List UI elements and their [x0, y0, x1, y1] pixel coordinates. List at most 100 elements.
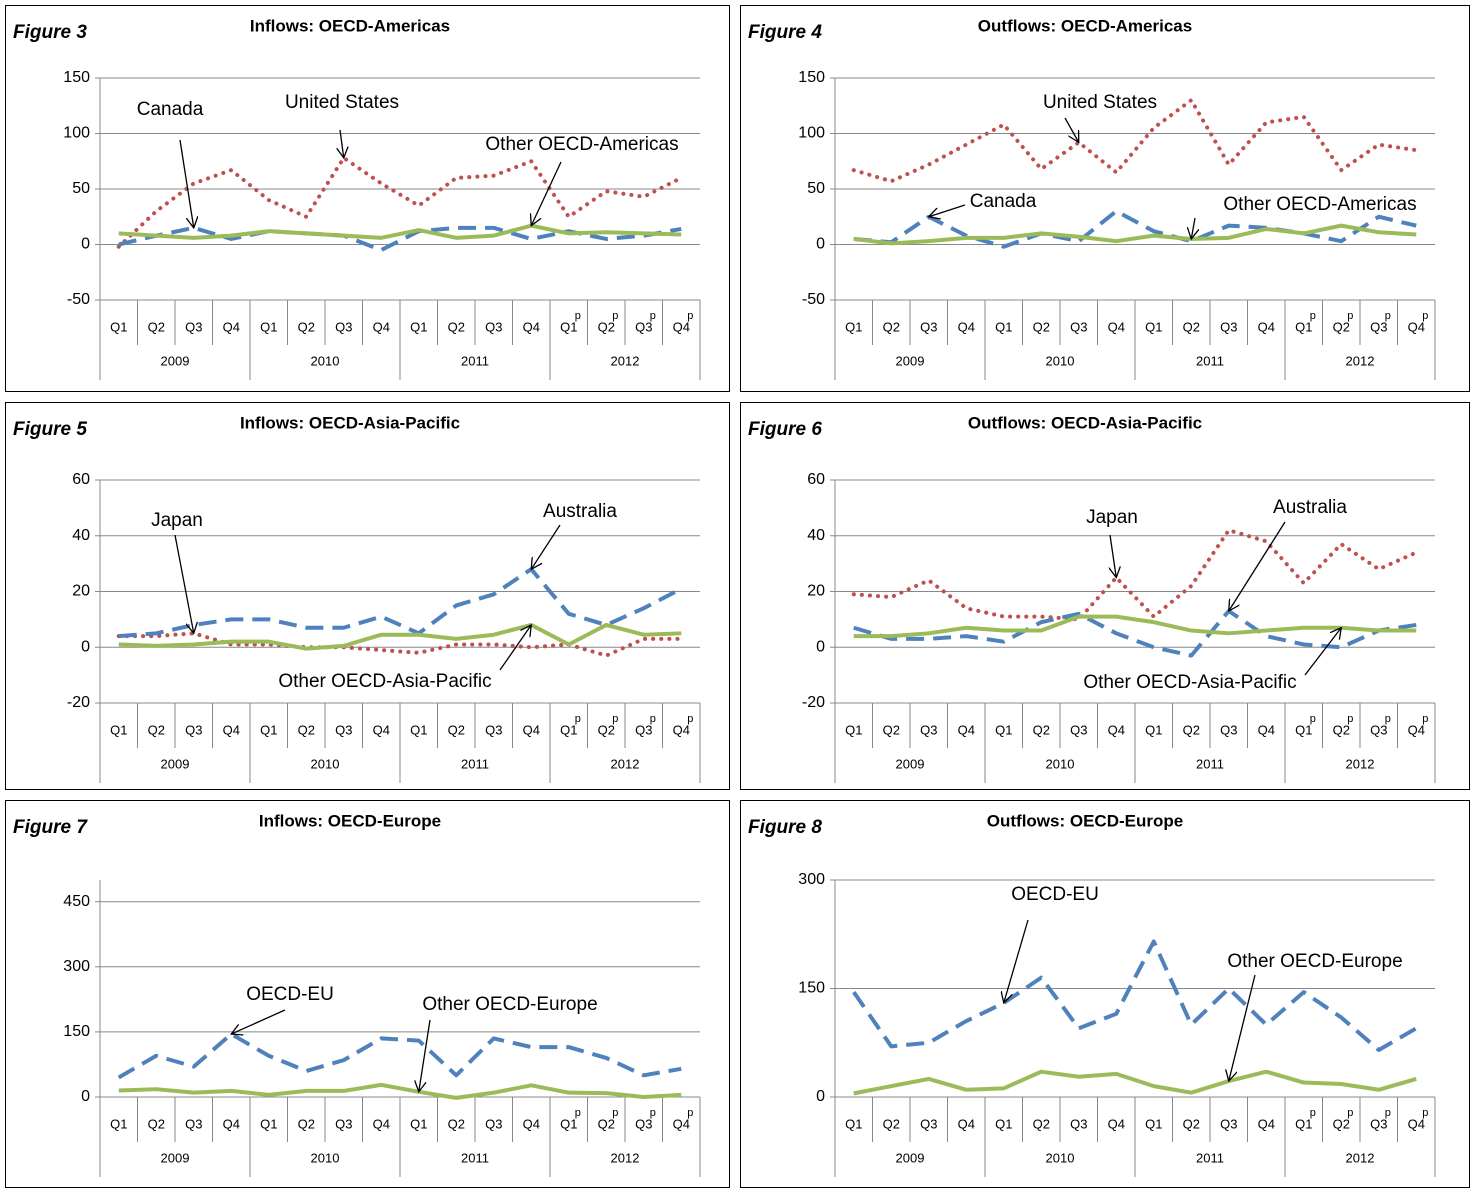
chart-panel: Figure 4 Outflows: OECD-Americas -50 0 50 100… [740, 5, 1470, 392]
x-tick-label: Q2 [598, 319, 615, 334]
series-line [118, 622, 682, 651]
series-line [853, 1069, 1417, 1096]
category-note: p [650, 1107, 656, 1119]
category-note: p [1385, 1107, 1391, 1119]
chart-panel: Figure 8 Outflows: OECD-Europe 0 150 300 Q1 Q2… [740, 800, 1470, 1188]
annotation-arrow [929, 204, 966, 217]
x-tick-label: Q3 [335, 1116, 352, 1131]
y-tick-label: 40 [72, 527, 90, 544]
x-tick-label: Q3 [485, 722, 502, 737]
y-tick-label: 0 [816, 1088, 825, 1105]
series-line [118, 223, 682, 240]
y-tick-label: 300 [63, 958, 90, 975]
x-tick-label: Q4 [958, 1116, 975, 1131]
x-tick-label: Q4 [673, 319, 690, 334]
figure-label: Figure 8 [748, 817, 822, 838]
chart-panel: Figure 7 Inflows: OECD-Europe 0 150 300 450 Q1… [5, 800, 730, 1188]
y-tick-label: 60 [807, 471, 825, 488]
figure-label: Figure 6 [748, 419, 822, 440]
x-tick-label: Q2 [883, 1116, 900, 1131]
y-tick-label: 450 [63, 893, 90, 910]
series-label: Canada [137, 99, 204, 120]
annotation-arrow [1229, 974, 1256, 1081]
x-tick-label: Q1 [1145, 722, 1162, 737]
x-tick-label: Q2 [148, 319, 165, 334]
x-tick-label: Q1 [1145, 1116, 1162, 1131]
year-label: 2012 [611, 353, 640, 368]
x-tick-label: Q4 [1408, 722, 1425, 737]
x-tick-label: Q1 [260, 1116, 277, 1131]
y-tick-label: 0 [81, 638, 90, 655]
y-tick-label: 20 [807, 583, 825, 600]
x-tick-label: Q4 [673, 1116, 690, 1131]
category-note: p [1422, 310, 1428, 322]
x-tick-label: Q1 [410, 722, 427, 737]
x-tick-label: Q1 [995, 1116, 1012, 1131]
series-line [118, 1082, 682, 1100]
x-tick-label: Q4 [223, 319, 240, 334]
category-note: p [1347, 713, 1353, 725]
series-label: OECD-EU [1011, 884, 1099, 905]
annotation-arrow [531, 524, 561, 569]
annotation-arrow [340, 129, 344, 158]
x-tick-label: Q3 [485, 319, 502, 334]
x-tick-label: Q2 [1333, 319, 1350, 334]
x-tick-label: Q3 [185, 722, 202, 737]
x-tick-label: Q4 [958, 319, 975, 334]
x-tick-label: Q4 [1258, 1116, 1275, 1131]
x-tick-label: Q4 [1108, 1116, 1125, 1131]
year-label: 2009 [161, 1150, 190, 1165]
x-tick-label: Q1 [110, 319, 127, 334]
x-tick-label: Q3 [1070, 319, 1087, 334]
x-tick-label: Q2 [1183, 1116, 1200, 1131]
year-label: 2009 [161, 756, 190, 771]
annotation-arrow [1110, 534, 1116, 578]
x-tick-label: Q3 [920, 1116, 937, 1131]
series-line [851, 528, 1419, 622]
x-tick-label: Q4 [1258, 722, 1275, 737]
y-tick-label: -20 [802, 694, 825, 711]
category-note: p [687, 1107, 693, 1119]
x-tick-label: Q1 [410, 1116, 427, 1131]
year-label: 2012 [611, 1150, 640, 1165]
x-tick-label: Q1 [410, 319, 427, 334]
year-label: 2011 [1196, 756, 1224, 771]
series-line [116, 155, 684, 249]
x-tick-label: Q2 [598, 1116, 615, 1131]
x-tick-label: Q3 [635, 319, 652, 334]
year-label: 2010 [1046, 1150, 1075, 1165]
x-tick-label: Q4 [373, 722, 390, 737]
y-tick-label: 150 [63, 69, 90, 86]
y-tick-label: 100 [798, 125, 825, 142]
chart-title: Inflows: OECD-Asia-Pacific [240, 413, 460, 432]
year-label: 2010 [311, 1150, 340, 1165]
series-label: Other OECD-Asia-Pacific [1083, 672, 1296, 693]
chart-title: Inflows: OECD-Americas [250, 16, 450, 35]
x-tick-label: Q3 [485, 1116, 502, 1131]
series-label: Other OECD-Europe [1227, 951, 1402, 972]
x-tick-label: Q3 [635, 1116, 652, 1131]
annotation-arrow [231, 1009, 286, 1034]
x-tick-label: Q1 [1145, 319, 1162, 334]
y-tick-label: -50 [802, 291, 825, 308]
series-line [118, 225, 682, 253]
x-tick-label: Q4 [523, 1116, 540, 1131]
x-tick-label: Q4 [673, 722, 690, 737]
year-label: 2009 [896, 756, 925, 771]
category-note: p [612, 713, 618, 725]
series-label: Japan [1086, 507, 1138, 528]
x-tick-label: Q3 [185, 319, 202, 334]
y-tick-label: 150 [798, 980, 825, 997]
series-line [116, 631, 684, 658]
series-line [118, 567, 683, 639]
chart-panel: Figure 5 Inflows: OECD-Asia-Pacific -20 0 20… [5, 402, 730, 790]
annotation-arrow [1064, 117, 1079, 142]
figure-label: Figure 3 [13, 22, 87, 43]
x-tick-label: Q1 [995, 319, 1012, 334]
x-tick-label: Q4 [523, 722, 540, 737]
category-note: p [650, 310, 656, 322]
y-tick-label: 20 [72, 583, 90, 600]
chart-panel: Figure 3 Inflows: OECD-Americas -50 0 50 100 1… [5, 5, 730, 392]
x-tick-label: Q1 [1295, 1116, 1312, 1131]
x-tick-label: Q3 [335, 319, 352, 334]
